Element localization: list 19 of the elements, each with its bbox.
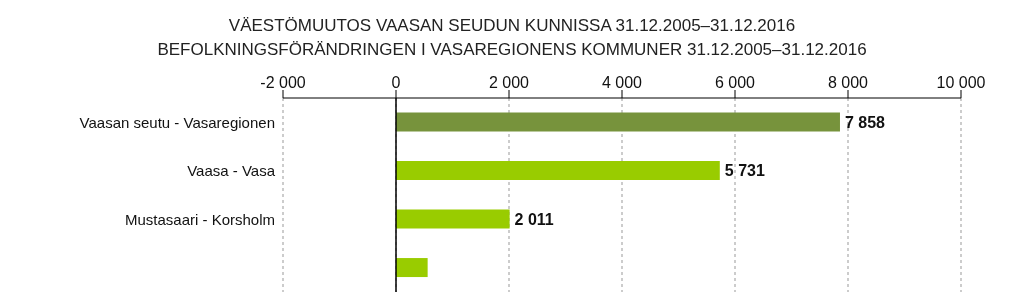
chart-subtitle: BEFOLKNINGSFÖRÄNDRINGEN I VASAREGIONENS KOMMUNER 31.12.2005–31.12.2016 <box>156 39 868 61</box>
x-tick-label: 6 000 <box>714 74 756 91</box>
x-tick-label: 10 000 <box>936 74 986 91</box>
y-tick-label: Vaasa - Vasa <box>187 162 276 180</box>
data-label: 2 011 <box>514 210 554 228</box>
x-tick-label: 2 000 <box>488 74 530 91</box>
x-tick-label: 4 000 <box>601 74 643 91</box>
x-tick-label: 0 <box>391 74 401 91</box>
y-tick-label: Vaasan seutu - Vasaregionen <box>79 113 275 131</box>
bar <box>396 258 428 278</box>
chart-title: VÄESTÖMUUTOS VAASAN SEUDUN KUNNISSA 31.12.2005–31.12.2016 <box>227 15 797 37</box>
data-label: 7 858 <box>844 113 886 131</box>
x-tick-label: -2 000 <box>260 74 306 91</box>
data-label: 5 731 <box>724 162 765 180</box>
x-tick-label: 8 000 <box>827 74 869 91</box>
bar <box>396 161 720 181</box>
bar <box>396 112 840 132</box>
y-tick-label: Mustasaari - Korsholm <box>124 210 275 228</box>
bar <box>396 209 510 229</box>
